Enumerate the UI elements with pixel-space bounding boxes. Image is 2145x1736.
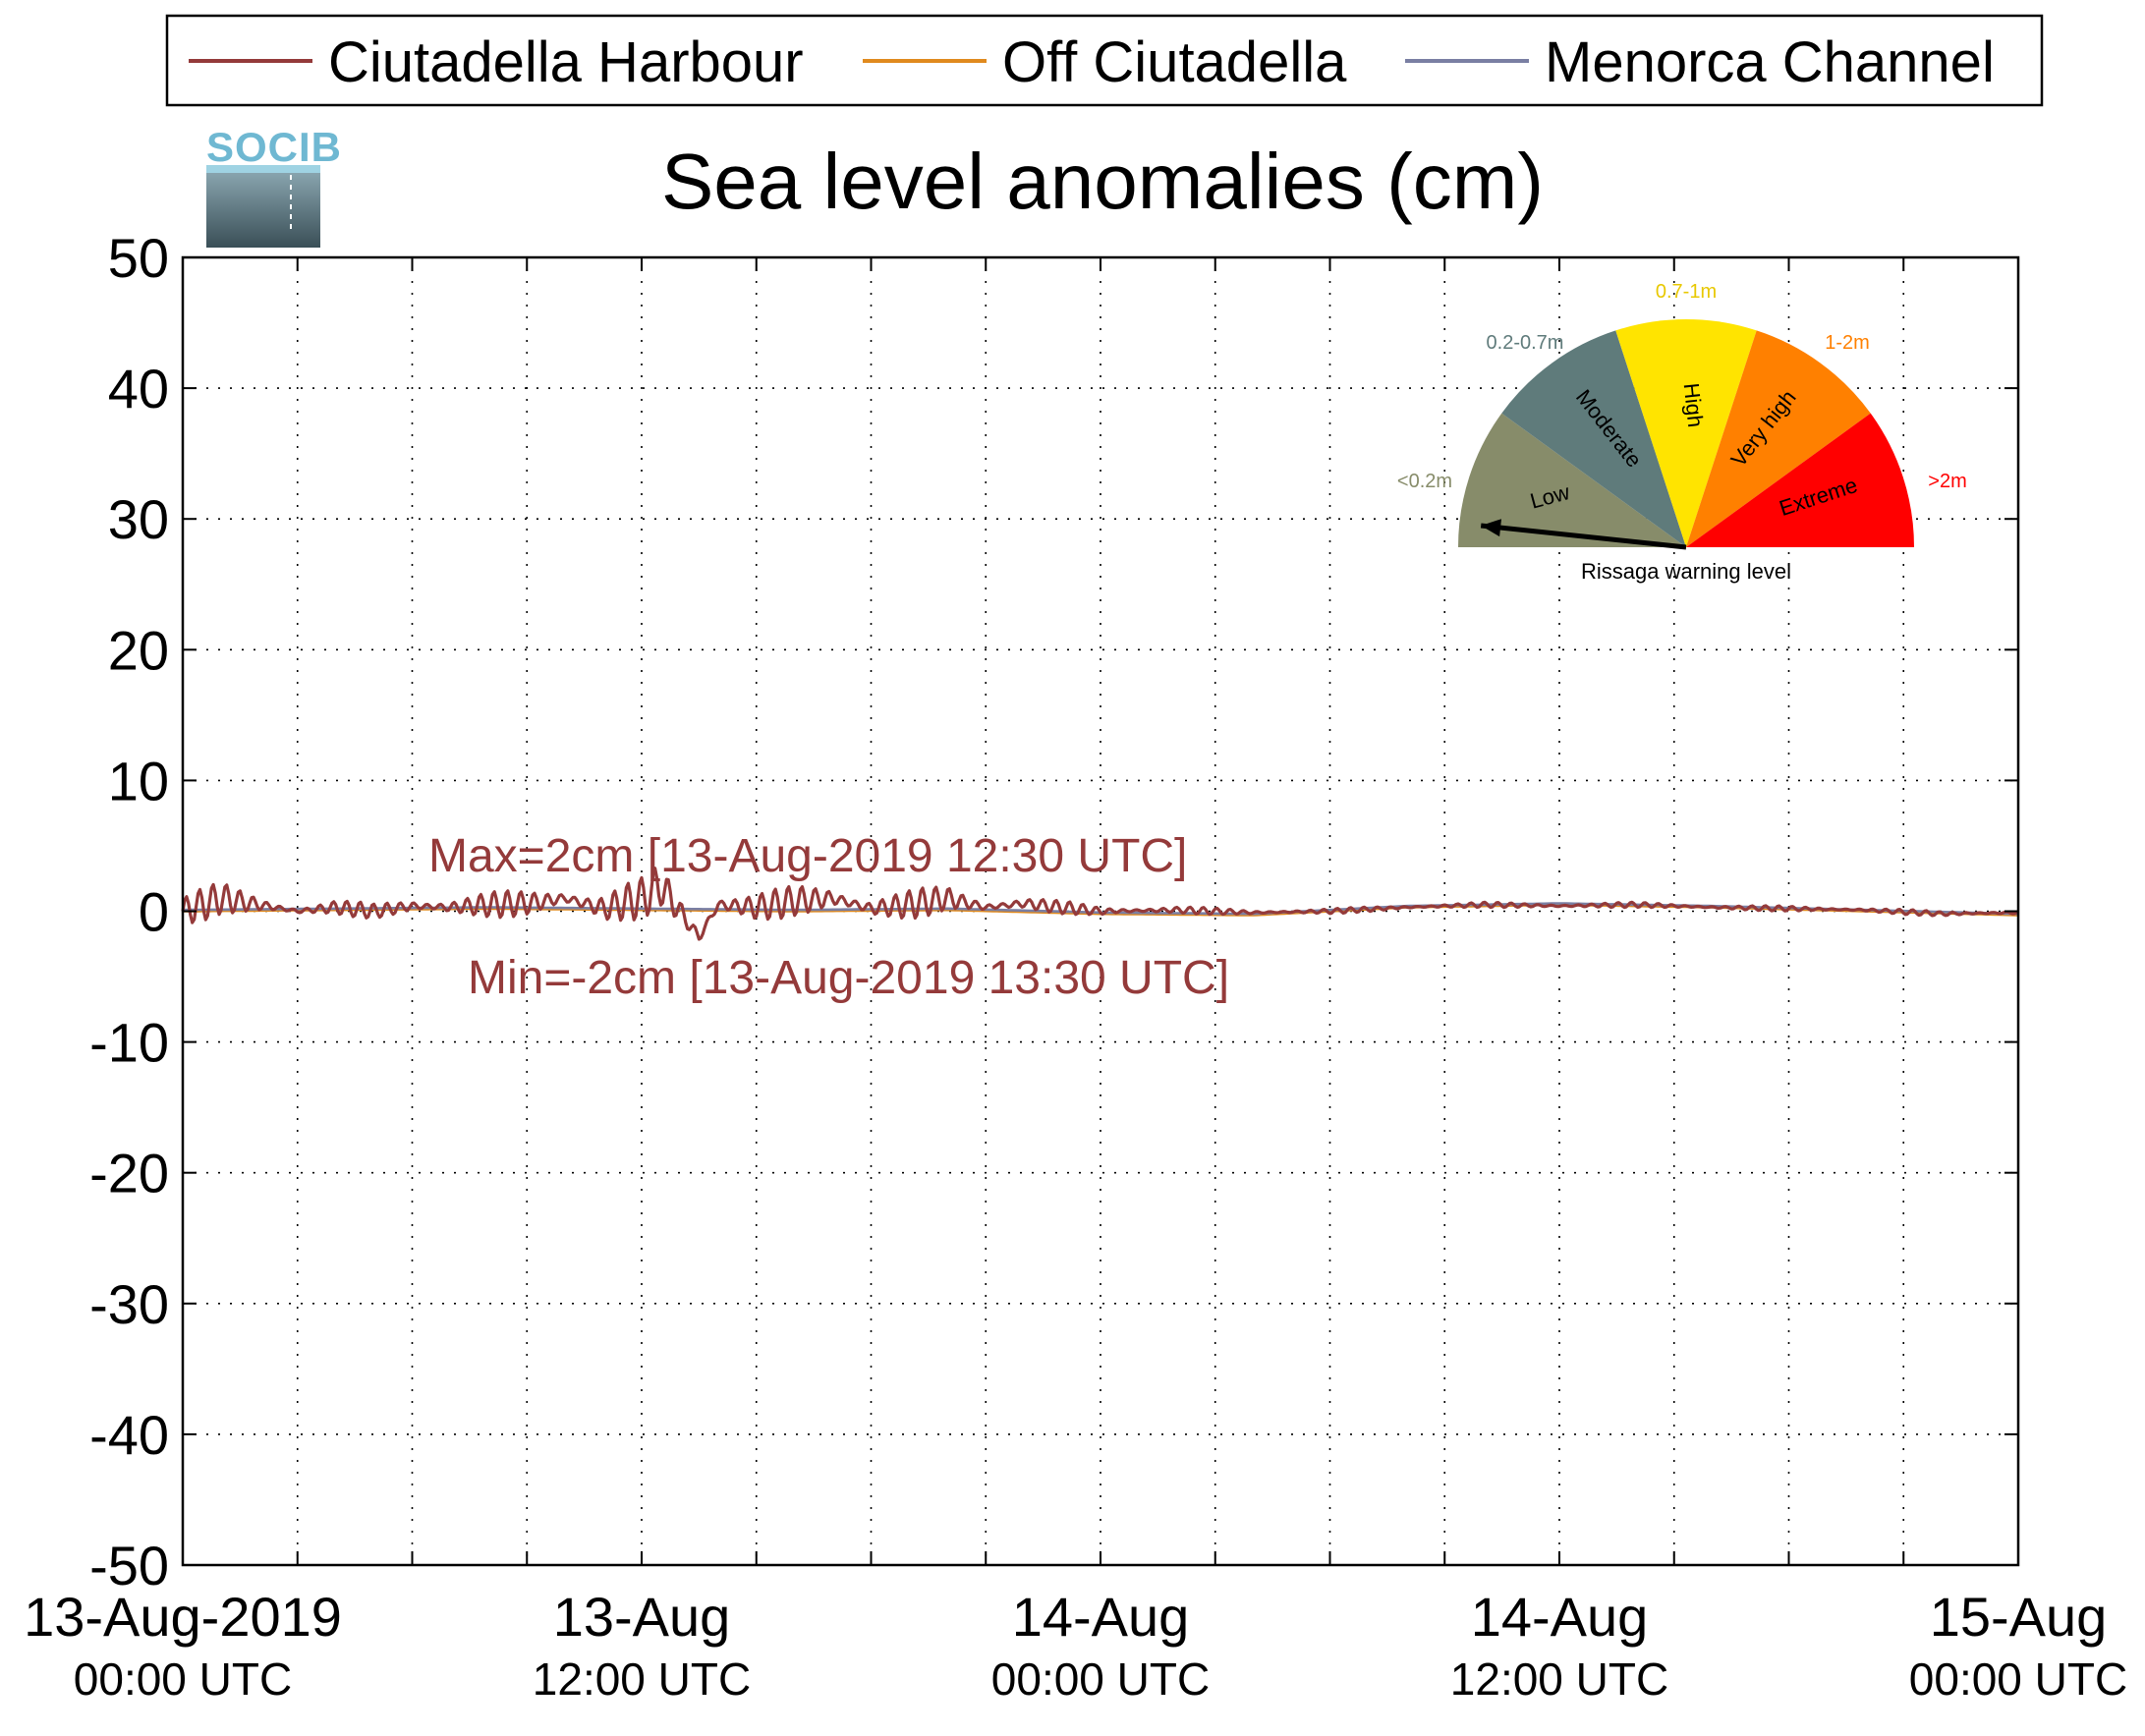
series-line-ciutadella-harbour <box>181 867 2019 941</box>
gauge-segment-very-high-range: 1-2m <box>1825 332 1870 354</box>
x-tick-label-time: 12:00 UTC <box>1450 1653 1668 1705</box>
y-tick-label: -40 <box>89 1404 169 1466</box>
y-tick-label: -30 <box>89 1273 169 1335</box>
legend: Ciutadella Harbour Off Ciutadella Menorc… <box>165 14 2044 107</box>
gauge-segment-moderate-range: 0.2-0.7m <box>1487 332 1564 354</box>
y-tick-label: -20 <box>89 1143 169 1204</box>
legend-label-off-ciutadella: Off Ciutadella <box>1002 30 1347 94</box>
y-axis-tick-labels: 50 40 30 20 10 0 -10 -20 -30 -40 -50 <box>89 227 169 1596</box>
gauge-segment-high-range: 0.7-1m <box>1656 281 1717 303</box>
x-tick-label-date: 14-Aug <box>1471 1586 1649 1648</box>
y-tick-label: 30 <box>108 488 169 550</box>
logo-band <box>206 165 320 173</box>
x-tick-label-date: 15-Aug <box>1930 1586 2108 1648</box>
y-tick-label: -50 <box>89 1535 169 1596</box>
gauge-segment-very-high <box>1686 330 1871 547</box>
x-tick-label-time: 12:00 UTC <box>533 1653 751 1705</box>
x-tick-label-time: 00:00 UTC <box>991 1653 1210 1705</box>
legend-label-menorca-channel: Menorca Channel <box>1545 30 1995 94</box>
series-layer <box>181 867 2019 941</box>
logo-block <box>206 171 320 248</box>
x-tick-label-time: 00:00 UTC <box>74 1653 292 1705</box>
y-tick-label: 10 <box>108 750 169 812</box>
y-tick-label: 20 <box>108 619 169 681</box>
y-tick-label: 40 <box>108 358 169 420</box>
x-tick-label-time: 00:00 UTC <box>1909 1653 2127 1705</box>
chart-title: Sea level anomalies (cm) <box>661 138 1544 225</box>
y-tick-label: -10 <box>89 1012 169 1074</box>
x-tick-label-date: 14-Aug <box>1012 1586 1190 1648</box>
y-tick-label: 50 <box>108 227 169 289</box>
x-tick-label-date: 13-Aug-2019 <box>24 1586 342 1648</box>
legend-label-ciutadella-harbour: Ciutadella Harbour <box>328 30 804 94</box>
gauge-segment-extreme-range: >2m <box>1928 471 1966 492</box>
logo-text: SOCIB <box>206 124 342 170</box>
x-tick-label-date: 13-Aug <box>553 1586 731 1648</box>
gauge-pointer <box>1480 523 1687 550</box>
gauge-segment-extreme <box>1686 413 1914 547</box>
socib-logo: SOCIB <box>206 124 342 248</box>
legend-box <box>165 14 2044 107</box>
max-annotation: Max=2cm [13-Aug-2019 12:30 UTC] <box>428 830 1187 882</box>
gauge-segment-low <box>1458 413 1686 547</box>
gauge-segment-high-label: High <box>1679 382 1709 429</box>
gauge-segment-high <box>1615 319 1757 547</box>
y-tick-label: 0 <box>139 881 169 943</box>
min-annotation: Min=-2cm [13-Aug-2019 13:30 UTC] <box>468 952 1229 1004</box>
gauge-segment-moderate <box>1501 330 1686 547</box>
gauge-pointer-head <box>1481 519 1501 537</box>
gauge-segment-low-range: <0.2m <box>1397 471 1452 492</box>
gauge-caption: Rissaga warning level <box>1581 559 1791 584</box>
axis-ticks <box>182 256 2019 1566</box>
